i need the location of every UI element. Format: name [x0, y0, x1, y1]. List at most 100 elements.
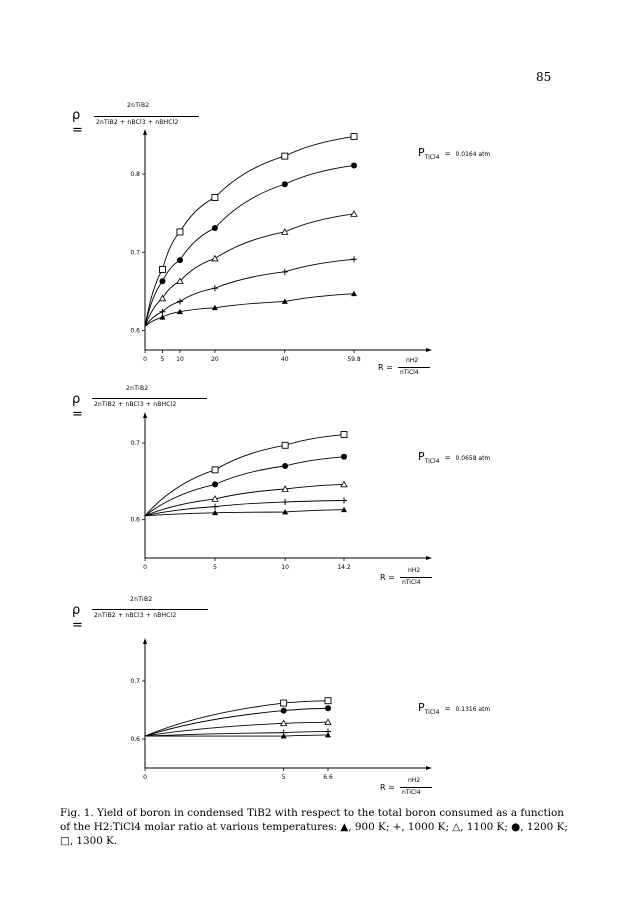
pressure-value: 0.1316 atm: [455, 706, 491, 713]
pressure-symbol: P: [418, 450, 425, 463]
pressure-subscript: TiCl4: [424, 709, 440, 716]
y-tick-label: 0.7: [130, 440, 140, 447]
x-label-bar: [400, 787, 432, 788]
marker-plus: [341, 497, 347, 504]
chart-svg-2: 0 5 10 14.2 0.6 0.7: [130, 412, 432, 571]
marker-filled-triangle: [282, 509, 289, 515]
marker-plus: [159, 308, 166, 315]
formula-lhs: ρ =: [72, 603, 83, 633]
marker-open-square: [211, 466, 219, 474]
y-axis-arrow: [143, 412, 147, 418]
page-number: 85: [536, 70, 552, 84]
formula-denominator: 2nTiB2 + nBCl3 + nBHCl2: [94, 612, 177, 619]
y-tick-label: 0.7: [130, 249, 140, 256]
marker-filled-triangle: [212, 509, 219, 516]
marker-filled-triangle: [341, 506, 347, 513]
y-tick-label: 0.6: [130, 327, 140, 334]
marker-open-triangle: [158, 294, 167, 302]
series-line-open-square: [144, 700, 329, 737]
marker-open-square: [340, 431, 348, 439]
x-tick-label: 59.8: [347, 356, 361, 363]
series-line-filled-triangle: [145, 734, 329, 737]
x-axis-arrow: [426, 348, 432, 352]
x-axis-arrow: [426, 556, 432, 560]
pressure-label-1: PTiCl4 = 0.0164 atm: [418, 141, 490, 161]
formula-numerator: 2nTiB2: [127, 102, 150, 109]
x-label-prefix: R =: [380, 783, 395, 792]
x-tick-label: 0: [143, 564, 147, 571]
x-tick-label: 20: [211, 356, 219, 363]
marker-open-square: [281, 441, 289, 449]
x-tick-label: 5: [161, 356, 165, 363]
series-line-filled-triangle: [144, 293, 355, 327]
marker-filled-circle: [176, 257, 183, 264]
figure-caption: Fig. 1. Yield of boron in condensed TiB2…: [60, 807, 568, 847]
marker-filled-triangle: [211, 304, 218, 311]
marker-plus: [211, 285, 218, 292]
x-label-numerator: nH2: [408, 777, 421, 784]
chart-panel-2: ρ = 2nTiB2 2nTiB2 + nBCl3 + nBHCl2 0 5 10 1…: [0, 380, 624, 600]
series-line-plus: [144, 258, 355, 327]
marker-open-triangle: [211, 254, 219, 262]
marker-open-triangle: [281, 485, 289, 492]
marker-open-triangle: [176, 277, 184, 285]
chart-svg-1: 0 5 10 20 40 59.8 0.6 0.7 0.8: [130, 129, 432, 363]
x-tick-label: 0: [143, 356, 147, 363]
pressure-equals: =: [444, 705, 451, 713]
pressure-symbol: P: [418, 146, 425, 159]
marker-filled-circle: [159, 278, 166, 285]
pressure-subscript: TiCl4: [424, 154, 440, 161]
series-line-open-triangle: [144, 213, 355, 327]
formula-fraction-bar: [94, 116, 199, 117]
formula-fraction-bar: [92, 398, 207, 399]
pressure-symbol: P: [418, 701, 425, 714]
y-tick-label: 0.8: [130, 171, 140, 178]
formula-numerator: 2nTiB2: [126, 385, 149, 392]
marker-filled-triangle: [281, 298, 288, 304]
marker-filled-circle: [351, 162, 357, 169]
marker-filled-circle: [282, 463, 289, 469]
pressure-subscript: TiCl4: [424, 458, 440, 465]
x-tick-label: 5: [213, 564, 217, 571]
x-label-denominator: nTiCl4: [400, 369, 419, 376]
marker-open-square: [281, 152, 289, 160]
y-axis-arrow: [143, 638, 147, 644]
marker-filled-triangle: [280, 733, 287, 739]
marker-open-square: [211, 194, 219, 201]
series-line-plus: [144, 500, 345, 517]
marker-filled-circle: [325, 705, 331, 712]
marker-filled-triangle: [176, 308, 183, 315]
series-line-open-triangle: [144, 483, 345, 517]
marker-open-triangle: [211, 495, 219, 502]
marker-plus: [212, 503, 219, 510]
formula-denominator: 2nTiB2 + nBCl3 + nBHCl2: [94, 401, 177, 408]
marker-filled-triangle: [159, 314, 166, 320]
x-tick-label: 14.2: [337, 564, 351, 571]
formula-fraction-bar: [92, 609, 208, 610]
x-label-bar: [400, 577, 432, 578]
y-tick-label: 0.7: [130, 678, 140, 685]
y-axis-arrow: [143, 129, 147, 135]
marker-open-square: [350, 133, 358, 141]
pressure-label-2: PTiCl4 = 0.0658 atm: [418, 445, 491, 465]
formula-denominator: 2nTiB2 + nBCl3 + nBHCl2: [96, 119, 179, 126]
marker-filled-circle: [211, 225, 218, 232]
x-tick-label: 5: [282, 774, 286, 781]
x-axis-arrow: [426, 766, 432, 770]
marker-open-square: [280, 699, 288, 707]
x-tick-label: 0: [143, 774, 147, 781]
x-label-denominator: nTiCl4: [402, 579, 421, 586]
pressure-equals: =: [444, 150, 451, 158]
marker-plus: [282, 499, 289, 506]
y-tick-label: 0,6: [130, 736, 140, 743]
x-label-denominator: nTiCl4: [402, 789, 421, 796]
x-tick-label: 10: [281, 564, 289, 571]
x-label-prefix: R =: [378, 363, 393, 372]
marker-filled-circle: [341, 453, 347, 460]
pressure-value: 0.0658 atm: [455, 455, 491, 462]
marker-filled-circle: [280, 707, 287, 714]
marker-open-triangle: [281, 228, 289, 235]
x-tick-label: 6.6: [323, 774, 333, 781]
series-line-filled-circle: [144, 456, 345, 517]
x-label-prefix: R =: [380, 573, 395, 582]
